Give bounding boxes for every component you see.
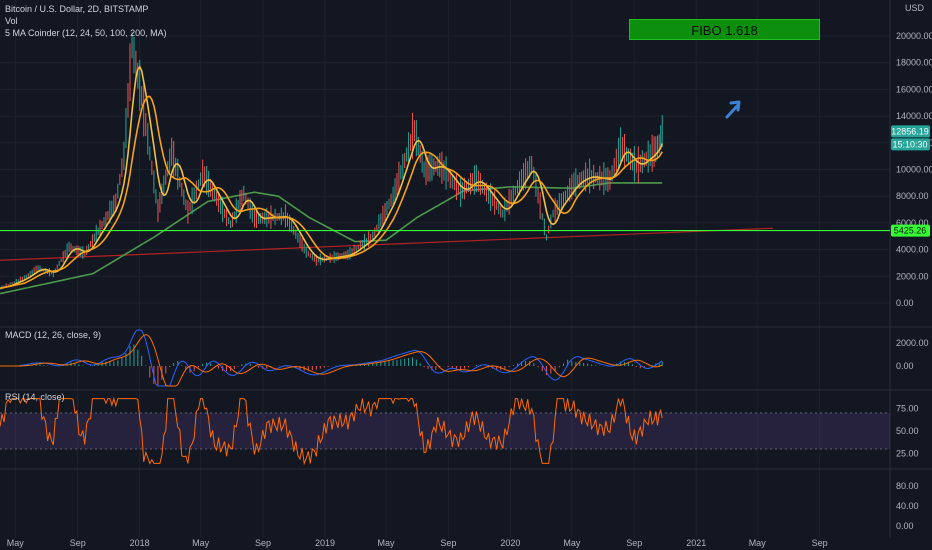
time-tick-label: Sep [626, 538, 642, 548]
rsi-tick-label: 75.00 [896, 404, 919, 414]
time-tick-label: Sep [255, 538, 271, 548]
macd-label[interactable]: MACD (12, 26, close, 9) [5, 330, 102, 340]
last-price-tag [891, 125, 930, 138]
time-tick-label: May [377, 538, 395, 548]
signal-line [0, 334, 663, 387]
time-tick-label: Sep [70, 538, 86, 548]
price-tick-label: 4000.00 [896, 245, 929, 255]
currency-label: USD [905, 3, 925, 13]
price-tick-label: 0.00 [896, 298, 914, 308]
pane-separators [0, 0, 932, 538]
last-price-text: 12856.19 [891, 126, 929, 136]
price-tick-label: 2000.00 [896, 271, 929, 281]
extra-tick-label: 0.00 [896, 521, 914, 531]
time-tick-label: 2018 [130, 538, 150, 548]
ma-lines [0, 65, 663, 290]
rsi-tick-label: 25.00 [896, 449, 919, 459]
price-tick-label: 10000.00 [896, 165, 932, 175]
rsi-line [0, 396, 663, 466]
extra-tick-label: 40.00 [896, 501, 919, 511]
time-tick-label: 2019 [315, 538, 335, 548]
price-tick-label: 6000.00 [896, 218, 929, 228]
time-tick-label: 2020 [500, 538, 520, 548]
fibo-annotation[interactable]: FIBO 1.618 [629, 19, 820, 40]
time-tick-label: 2021 [686, 538, 706, 548]
time-tick-label: Sep [812, 538, 828, 548]
countdown-text: 15:10:30 [892, 139, 927, 149]
price-tick-label: 20000.00 [896, 31, 932, 41]
time-tick-label: May [749, 538, 767, 548]
rsi-series [0, 396, 663, 466]
trend-line [0, 227, 773, 261]
time-axis[interactable]: May Sep 2018 May Sep 2019 May Sep 2020 May Sep 2021… [7, 538, 828, 548]
trend-line-path [0, 227, 773, 261]
price-tick-label: 18000.00 [896, 58, 932, 68]
rsi-label[interactable]: RSI (14, close) [5, 392, 65, 402]
time-tick-label: May [7, 538, 25, 548]
ma-200-line [0, 182, 663, 295]
macd-tick-label: 0.00 [896, 361, 914, 371]
rsi-tick-label: 50.00 [896, 426, 919, 436]
grid [0, 0, 890, 538]
price-axis[interactable]: USD20000.0018000.0016000.0014000.0012000… [896, 3, 932, 531]
macd-line [0, 329, 663, 387]
ma-200-path [0, 182, 663, 295]
support-level-tag [891, 224, 930, 237]
arrow-head [729, 100, 741, 112]
time-tick-label: May [192, 538, 210, 548]
ma-line [0, 65, 663, 290]
extra-tick-label: 80.00 [896, 481, 919, 491]
arrow-shaft [725, 103, 740, 119]
macd-tick-label: 2000.00 [896, 338, 929, 348]
price-tick-label: 14000.00 [896, 111, 932, 121]
arrow-up-right-icon [725, 100, 741, 119]
price-tick-label: 8000.00 [896, 191, 929, 201]
price-series [0, 32, 663, 290]
ma-line [0, 95, 663, 290]
time-tick-label: May [563, 538, 581, 548]
volume-label[interactable]: Vol [5, 16, 18, 26]
support-level-text: 5425.26 [894, 226, 927, 236]
macd-series [0, 329, 663, 387]
symbol-title[interactable]: Bitcoin / U.S. Dollar, 2D, BITSTAMP [5, 4, 149, 14]
time-tick-label: Sep [440, 538, 456, 548]
countdown-tag [891, 138, 930, 151]
ma-indicator-label[interactable]: 5 MA Coinder (12, 24, 50, 100, 200, MA) [5, 28, 167, 38]
price-tags: 12856.19 15:10:30 5425.26 [891, 125, 930, 237]
chart-legend: Bitcoin / U.S. Dollar, 2D, BITSTAMP Vol … [5, 3, 167, 39]
price-tick-label: 16000.00 [896, 84, 932, 94]
